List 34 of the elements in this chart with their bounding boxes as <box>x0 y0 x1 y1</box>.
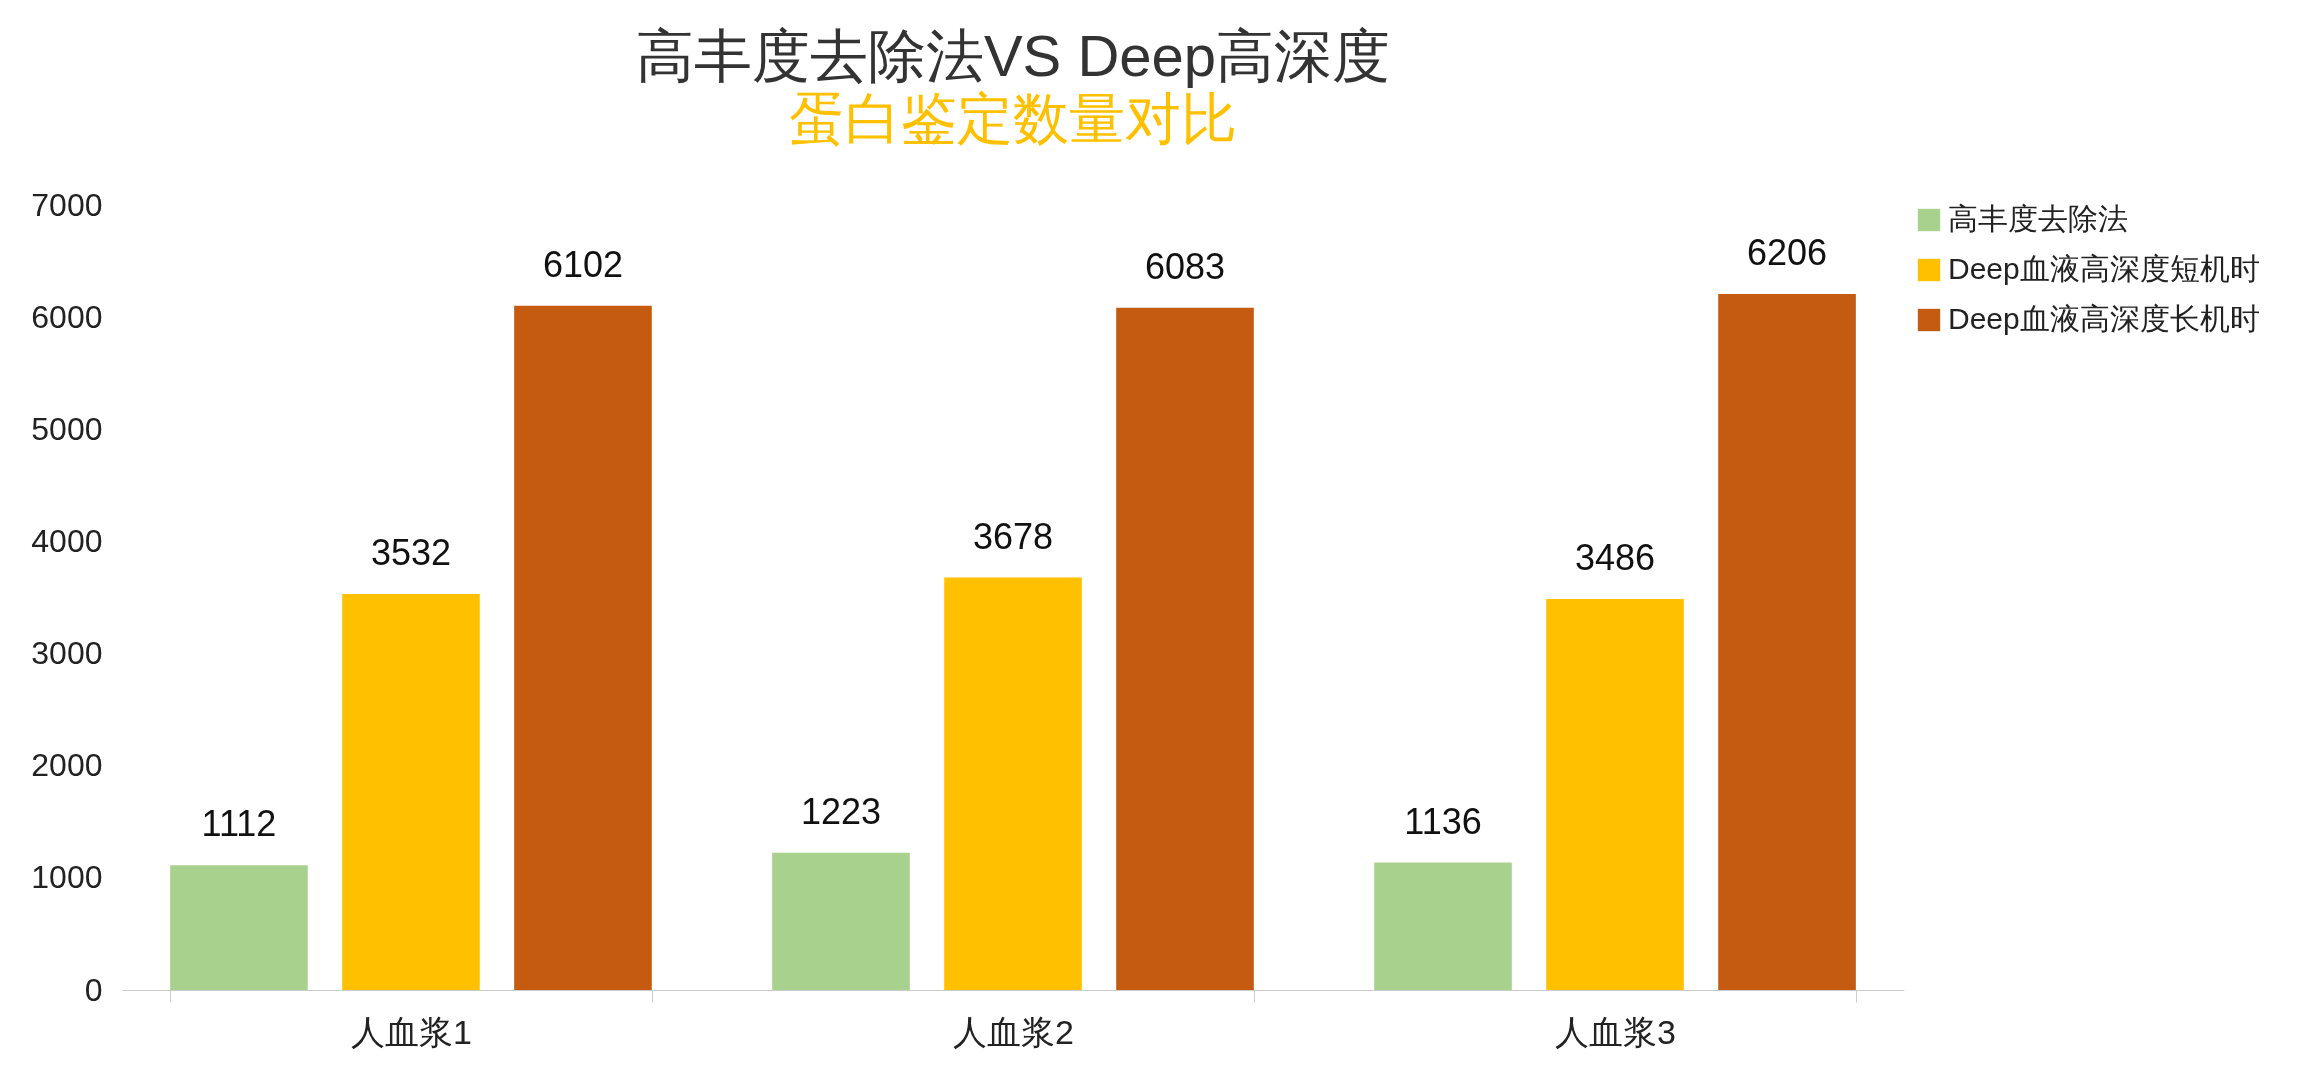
data-label: 6206 <box>1746 232 1828 274</box>
y-tick-label: 7000 <box>31 186 103 223</box>
y-tick-label: 5000 <box>31 410 103 447</box>
x-tick-label: 人血浆1 <box>351 1012 472 1051</box>
data-label: 3486 <box>1574 537 1656 579</box>
data-label: 1223 <box>800 790 882 832</box>
chart-title: 高丰度去除法VS Deep高深度 <box>635 23 1391 88</box>
y-tick-label: 2000 <box>31 747 103 784</box>
bar <box>514 305 652 990</box>
y-tick-label: 1000 <box>31 859 103 896</box>
data-label: 3532 <box>370 531 452 573</box>
data-label: 1136 <box>1404 800 1482 842</box>
y-tick-label: 3000 <box>31 635 103 672</box>
legend-label: Deep血液高深度长机时 <box>1948 302 2260 335</box>
bar <box>944 577 1082 990</box>
data-label: 3678 <box>972 515 1054 557</box>
y-tick-label: 4000 <box>31 522 103 559</box>
bar <box>1374 862 1512 990</box>
data-label: 6083 <box>1144 245 1226 287</box>
bar <box>342 593 480 990</box>
x-tick-label: 人血浆2 <box>953 1012 1074 1051</box>
legend-label: 高丰度去除法 <box>1948 202 2128 235</box>
data-label: 1112 <box>201 803 277 845</box>
bar <box>772 852 910 990</box>
x-tick-label: 人血浆3 <box>1555 1012 1676 1051</box>
y-tick-label: 6000 <box>31 298 103 335</box>
y-tick-label: 0 <box>84 971 103 1008</box>
chart-subtitle: 蛋白鉴定数量对比 <box>789 87 1237 150</box>
legend-label: Deep血液高深度短机时 <box>1948 252 2260 285</box>
data-label: 6102 <box>542 243 624 285</box>
bar <box>1546 599 1684 990</box>
bar <box>1116 307 1254 990</box>
bar <box>1718 294 1856 990</box>
bar <box>170 865 308 990</box>
